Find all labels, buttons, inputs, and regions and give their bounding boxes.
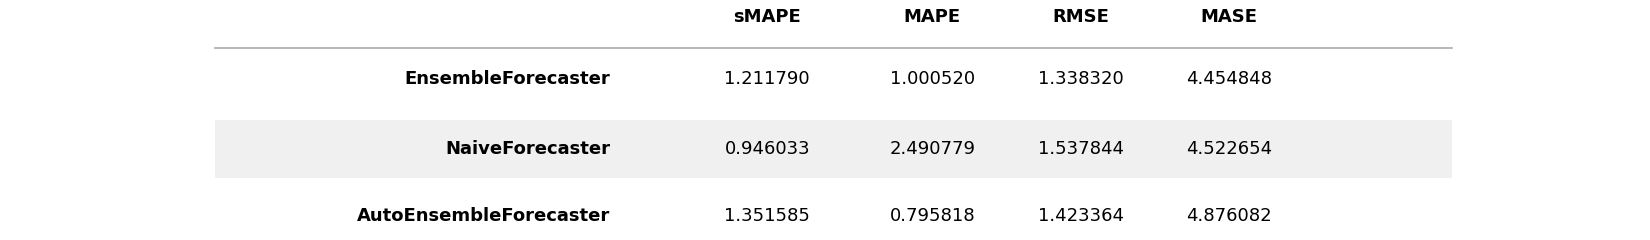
Text: 1.537844: 1.537844 [1038, 140, 1124, 158]
Text: 1.000520: 1.000520 [889, 70, 975, 88]
Text: 1.211790: 1.211790 [724, 70, 810, 88]
Text: 1.423364: 1.423364 [1038, 207, 1124, 225]
Text: 4.454848: 4.454848 [1186, 70, 1272, 88]
Text: MASE: MASE [1201, 8, 1257, 26]
Text: 0.946033: 0.946033 [724, 140, 810, 158]
Text: 1.338320: 1.338320 [1038, 70, 1124, 88]
Text: 2.490779: 2.490779 [889, 140, 975, 158]
Text: AutoEnsembleForecaster: AutoEnsembleForecaster [358, 207, 610, 225]
Text: EnsembleForecaster: EnsembleForecaster [404, 70, 610, 88]
Text: NaiveForecaster: NaiveForecaster [446, 140, 610, 158]
Text: RMSE: RMSE [1053, 8, 1109, 26]
FancyBboxPatch shape [214, 120, 1452, 178]
Text: 4.876082: 4.876082 [1186, 207, 1272, 225]
Text: 4.522654: 4.522654 [1186, 140, 1272, 158]
Text: 0.795818: 0.795818 [889, 207, 975, 225]
Text: MAPE: MAPE [904, 8, 960, 26]
Text: sMAPE: sMAPE [733, 8, 802, 26]
Text: 1.351585: 1.351585 [724, 207, 810, 225]
